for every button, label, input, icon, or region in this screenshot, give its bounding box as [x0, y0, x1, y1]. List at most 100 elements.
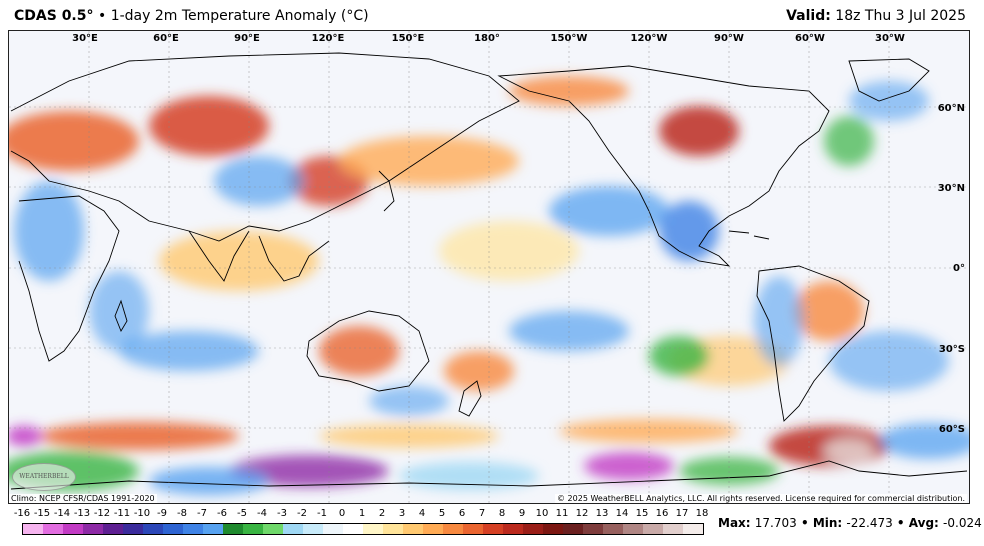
valid-label: Valid: [786, 8, 831, 24]
lon-label-150e: 150°E [392, 33, 425, 44]
legend-swatch [43, 524, 63, 534]
legend-swatch [683, 524, 703, 534]
legend-colorbar [22, 523, 704, 535]
lat-label-60s: 60°S [939, 424, 965, 435]
field-stats: Max: 17.703 • Min: -22.473 • Avg: -0.024 [718, 516, 982, 530]
legend-tick-label: -12 [93, 508, 111, 519]
legend-swatch [363, 524, 383, 534]
legend-tick-label: -6 [217, 508, 227, 519]
legend-tick-label: -15 [33, 508, 51, 519]
legend-swatch [263, 524, 283, 534]
valid-time: Valid: 18z Thu 3 Jul 2025 [786, 8, 966, 24]
legend-swatch [163, 524, 183, 534]
legend-swatch [463, 524, 483, 534]
weatherbell-logo: WEATHERBELL [12, 463, 76, 491]
legend-swatch [243, 524, 263, 534]
anomaly-map[interactable]: 30°E 60°E 90°E 120°E 150°E 180° 150°W 12… [8, 30, 970, 504]
legend-swatch [583, 524, 603, 534]
legend-swatch [23, 524, 43, 534]
lon-label-180: 180° [474, 33, 500, 44]
legend-swatch [323, 524, 343, 534]
legend-tick-label: 15 [635, 508, 649, 519]
legend-tick-label: 18 [695, 508, 709, 519]
legend-tick-label: 1 [358, 508, 366, 519]
lon-label-60e: 60°E [153, 33, 179, 44]
legend-swatch [343, 524, 363, 534]
legend-tick-label: -7 [197, 508, 207, 519]
map-canvas: 30°E 60°E 90°E 120°E 150°E 180° 150°W 12… [9, 31, 969, 503]
legend-tick-label: 10 [535, 508, 549, 519]
legend-tick-label: 17 [675, 508, 689, 519]
legend-tick-label: -4 [257, 508, 267, 519]
lon-label-30w: 30°W [875, 33, 905, 44]
legend-swatch [643, 524, 663, 534]
legend-tick-label: 13 [595, 508, 609, 519]
legend-swatch [663, 524, 683, 534]
legend-tick-label: 4 [418, 508, 426, 519]
legend-tick-label: -2 [297, 508, 307, 519]
legend-swatch [603, 524, 623, 534]
legend-tick-label: -14 [53, 508, 71, 519]
legend-tick-label: 5 [438, 508, 446, 519]
max-label: Max: [718, 516, 751, 530]
legend-swatch [103, 524, 123, 534]
legend-tick-label: -1 [317, 508, 327, 519]
legend-tick-label: -5 [237, 508, 247, 519]
climo-note: Climo: NCEP CFSR/CDAS 1991-2020 [9, 494, 157, 503]
legend-tick-label: -3 [277, 508, 287, 519]
avg-value: -0.024 [943, 516, 982, 530]
legend-swatch [443, 524, 463, 534]
legend-tick-label: 6 [458, 508, 466, 519]
legend-swatch [283, 524, 303, 534]
legend-tick-label: 0 [338, 508, 346, 519]
legend-swatch [483, 524, 503, 534]
graticule [9, 31, 969, 503]
lon-label-90w: 90°W [714, 33, 744, 44]
legend-tick-label: 8 [498, 508, 506, 519]
legend-tick-label: 9 [518, 508, 526, 519]
legend-tick-label: 3 [398, 508, 406, 519]
legend-swatch [623, 524, 643, 534]
legend-swatch [543, 524, 563, 534]
legend-swatch [503, 524, 523, 534]
model-title: CDAS 0.5° [14, 8, 94, 24]
copyright-notice: © 2025 WeatherBELL Analytics, LLC. All r… [555, 494, 967, 503]
latitude-labels: 60°N 30°N 0° 30°S 60°S [938, 103, 965, 435]
legend-swatch [83, 524, 103, 534]
legend-tick-label: -9 [157, 508, 167, 519]
legend-tick-label: -16 [13, 508, 31, 519]
lat-label-60n: 60°N [938, 103, 965, 114]
legend-swatch [383, 524, 403, 534]
legend-swatch [563, 524, 583, 534]
legend-swatch [403, 524, 423, 534]
legend-tick-label: 12 [575, 508, 589, 519]
lat-label-0: 0° [953, 263, 965, 274]
sep-1: • [800, 516, 809, 530]
legend-swatch [303, 524, 323, 534]
legend-tick-label: 16 [655, 508, 669, 519]
legend-tick-label: 2 [378, 508, 386, 519]
legend-tick-label: -13 [73, 508, 91, 519]
product-description: • 1-day 2m Temperature Anomaly (°C) [98, 8, 369, 24]
legend-tick-label: -8 [177, 508, 187, 519]
legend-tick-label: 7 [478, 508, 486, 519]
sep-2: • [896, 516, 905, 530]
legend-swatch [63, 524, 83, 534]
legend-swatch [183, 524, 203, 534]
min-label: Min: [812, 516, 843, 530]
longitude-labels: 30°E 60°E 90°E 120°E 150°E 180° 150°W 12… [72, 33, 905, 44]
legend-tick-label: 14 [615, 508, 629, 519]
lon-label-60w: 60°W [795, 33, 825, 44]
lon-label-90e: 90°E [234, 33, 260, 44]
avg-label: Avg: [908, 516, 939, 530]
lat-label-30n: 30°N [938, 183, 965, 194]
legend-swatch [223, 524, 243, 534]
lon-label-30e: 30°E [72, 33, 98, 44]
legend-swatch [523, 524, 543, 534]
max-value: 17.703 [754, 516, 797, 530]
legend-swatch [423, 524, 443, 534]
color-legend: -16 -15 -14 -13 -12 -11 -10 -9 -8 -7 -6 -5 -4 -3 -2 -1 0… [14, 508, 708, 544]
legend-tick-label: -10 [133, 508, 151, 519]
lat-label-30s: 30°S [939, 344, 965, 355]
anomaly-field [9, 76, 969, 495]
